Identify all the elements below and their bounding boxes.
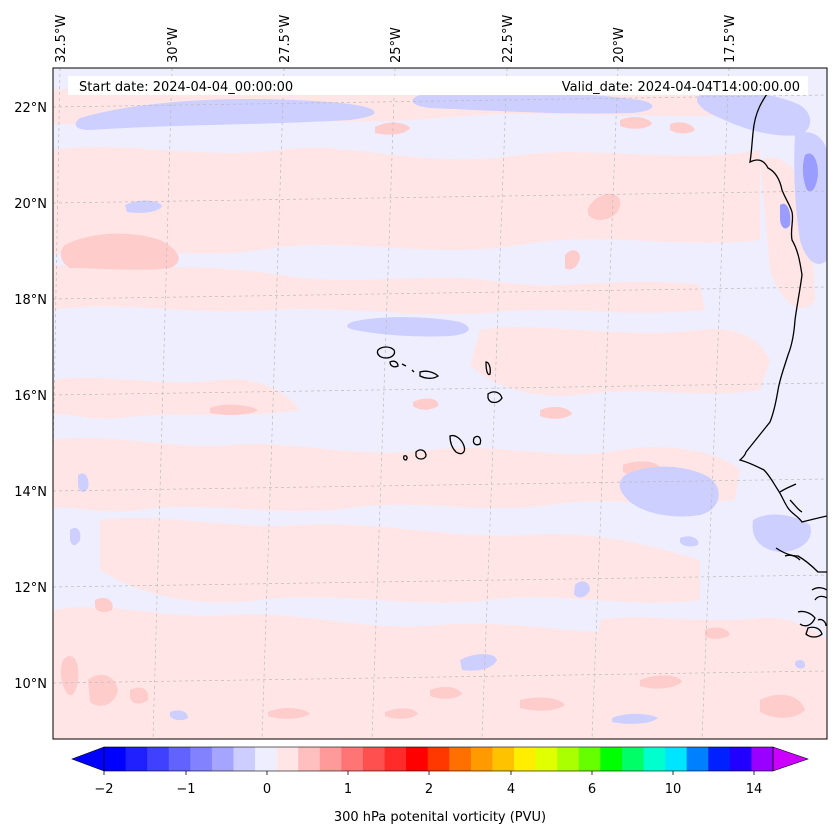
colorbar-tick-label-1: −1 bbox=[176, 782, 195, 797]
colorbar-segment-10 bbox=[319, 747, 342, 771]
lon-tick-label-2: 27.5°W bbox=[278, 15, 293, 63]
colorbar-segment-27 bbox=[686, 747, 709, 771]
colorbar-segment-8 bbox=[276, 747, 299, 771]
colorbar-outline bbox=[103, 746, 774, 772]
colorbar-segment-21 bbox=[557, 747, 580, 771]
colorbar-tick-labels: −2 −1 0 1 2 4 6 10 14 bbox=[94, 771, 762, 797]
colorbar-segment-26 bbox=[665, 747, 688, 771]
graticule bbox=[53, 68, 827, 739]
colorbar-segment-9 bbox=[298, 747, 321, 771]
colorbar-segment-28 bbox=[708, 747, 731, 771]
colorbar-segment-15 bbox=[427, 747, 450, 771]
colorbar-segment-20 bbox=[535, 747, 558, 771]
colorbar-tick-label-8: 14 bbox=[746, 782, 763, 797]
lat-tick-label-6: 10°N bbox=[14, 677, 47, 692]
colorbar-segment-18 bbox=[492, 747, 515, 771]
lat-tick-label-1: 20°N bbox=[14, 197, 47, 212]
colorbar-segment-23 bbox=[600, 747, 623, 771]
lat-tick-label-3: 16°N bbox=[14, 389, 47, 404]
positive-pv-strong bbox=[60, 117, 805, 719]
colorbar-segment-6 bbox=[233, 747, 256, 771]
colorbar-over-arrow bbox=[772, 746, 809, 772]
colorbar-label: 300 hPa potenital vorticity (PVU) bbox=[334, 810, 546, 825]
colorbar-tick-label-5: 4 bbox=[507, 782, 515, 797]
colorbar-tick-label-7: 10 bbox=[665, 782, 682, 797]
colorbar-tick-label-2: 0 bbox=[263, 782, 271, 797]
valid-date-label: Valid_date: 2024-04-04T14:00:00.00 bbox=[562, 80, 800, 95]
lon-tick-label-5: 20°W bbox=[612, 27, 627, 63]
colorbar-tick-label-4: 2 bbox=[425, 782, 433, 797]
lon-tick-label-3: 25°W bbox=[389, 27, 404, 63]
cape-verde-islands bbox=[376, 346, 503, 461]
colorbar-segment-11 bbox=[341, 747, 364, 771]
lon-tick-label-4: 22.5°W bbox=[501, 15, 516, 63]
colorbar-segment-4 bbox=[190, 747, 213, 771]
colorbar bbox=[71, 746, 809, 772]
colorbar-segment-2 bbox=[147, 747, 170, 771]
colorbar-segment-22 bbox=[578, 747, 601, 771]
lon-tick-label-6: 17.5°W bbox=[723, 15, 738, 63]
info-bar bbox=[68, 76, 808, 95]
map-frame bbox=[52, 67, 828, 740]
coastlines bbox=[738, 89, 827, 638]
start-date-label: Start date: 2024-04-04_00:00:00 bbox=[79, 80, 293, 95]
colorbar-segment-7 bbox=[255, 747, 278, 771]
colorbar-segment-0 bbox=[104, 747, 127, 771]
lat-tick-label-5: 12°N bbox=[14, 581, 47, 596]
colorbar-segment-19 bbox=[514, 747, 537, 771]
colorbar-segment-13 bbox=[384, 747, 407, 771]
colorbar-segment-16 bbox=[449, 747, 472, 771]
colorbar-tick-label-6: 6 bbox=[588, 782, 596, 797]
lat-tick-label-0: 22°N bbox=[14, 101, 47, 116]
negative-pv-strong bbox=[780, 153, 818, 229]
colorbar-segment-14 bbox=[406, 747, 429, 771]
colorbar-tick-label-3: 1 bbox=[344, 782, 352, 797]
colorbar-tick-label-0: −2 bbox=[94, 782, 113, 797]
colorbar-segment-29 bbox=[729, 747, 752, 771]
colorbar-segment-30 bbox=[751, 747, 774, 771]
longitude-tick-labels: 32.5°W 30°W 27.5°W 25°W 22.5°W 20°W 17.5°W bbox=[54, 15, 738, 63]
latitude-tick-labels: 22°N 20°N 18°N 16°N 14°N 12°N 10°N bbox=[14, 101, 47, 692]
colorbar-segment-3 bbox=[168, 747, 191, 771]
lon-tick-label-0: 32.5°W bbox=[54, 15, 69, 63]
colorbar-segment-24 bbox=[621, 747, 645, 771]
lat-tick-label-4: 14°N bbox=[14, 485, 47, 500]
lat-tick-label-2: 18°N bbox=[14, 293, 47, 308]
colorbar-segment-1 bbox=[125, 747, 148, 771]
colorbar-segment-5 bbox=[211, 747, 234, 771]
colorbar-segment-12 bbox=[362, 747, 386, 771]
negative-pv-regions bbox=[70, 91, 827, 724]
colorbar-under-arrow bbox=[71, 746, 105, 772]
colorbar-segment-25 bbox=[643, 747, 666, 771]
colorbar-segment-17 bbox=[470, 747, 493, 771]
lon-tick-label-1: 30°W bbox=[166, 27, 181, 63]
